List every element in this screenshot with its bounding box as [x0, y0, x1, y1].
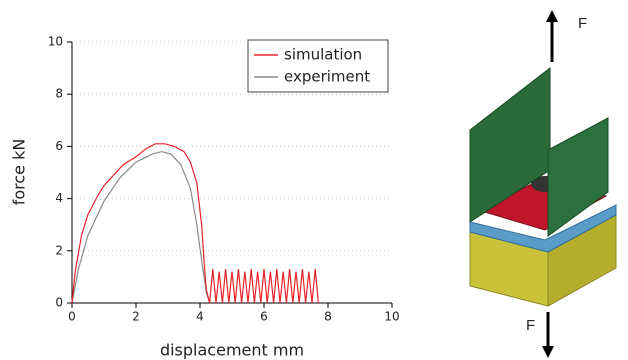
page: {"chart_data": {"type": "line", "xlabel"… — [0, 0, 628, 360]
y-axis-title: force kN — [10, 139, 29, 206]
x-tick-label: 0 — [68, 310, 76, 324]
figure: force kN displacement mm F F 0 2 4 6 8 10 0 2 4 6… — [0, 0, 628, 360]
illustration: F F — [470, 10, 616, 358]
x-tick-label: 6 — [260, 310, 268, 324]
arrow-head — [542, 346, 554, 358]
x-tick-label: 8 — [324, 310, 332, 324]
x-tick-label: 4 — [196, 310, 204, 324]
legend-label: simulation — [284, 46, 362, 64]
y-tick-label: 0 — [55, 296, 63, 310]
x-tick-label: 2 — [132, 310, 140, 324]
x-axis-title: displacement mm — [160, 341, 304, 360]
y-tick-label: 10 — [48, 35, 63, 49]
arrow-head — [546, 10, 558, 22]
data-line — [72, 152, 210, 303]
x-tick-label: 10 — [384, 310, 399, 324]
y-tick-label: 8 — [55, 87, 63, 101]
y-tick-label: 2 — [55, 243, 63, 257]
y-tick-label: 6 — [55, 139, 63, 153]
data-line — [72, 144, 318, 303]
force-label: F — [578, 15, 587, 32]
legend-label: experiment — [284, 68, 370, 86]
force-label: F — [526, 317, 535, 334]
y-tick-label: 4 — [55, 191, 63, 205]
